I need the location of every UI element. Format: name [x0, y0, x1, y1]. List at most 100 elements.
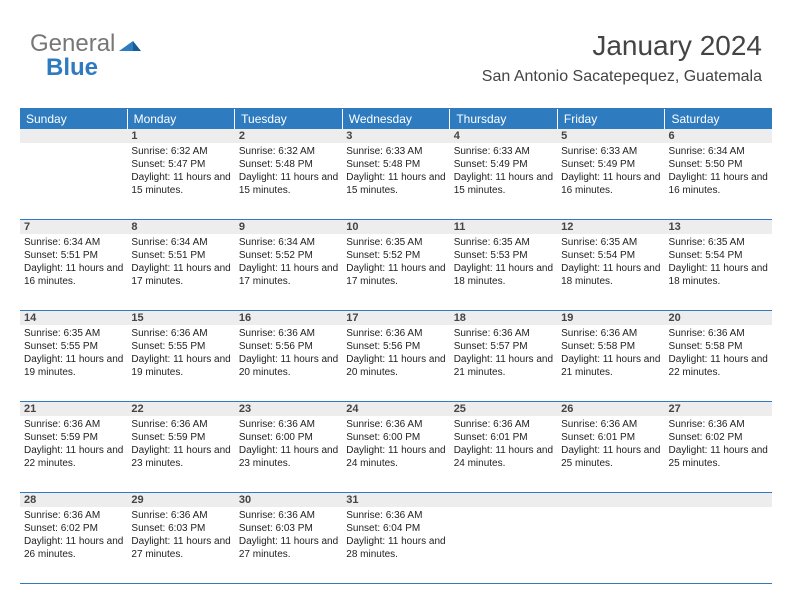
day-content: Sunrise: 6:36 AMSunset: 5:55 PMDaylight:…	[131, 327, 230, 379]
calendar-day: Sunrise: 6:36 AMSunset: 5:58 PMDaylight:…	[557, 325, 664, 401]
sunrise-line: Sunrise: 6:36 AM	[346, 509, 445, 522]
sunset-line: Sunset: 5:59 PM	[24, 431, 123, 444]
day-number: 31	[342, 493, 449, 507]
sunset-line: Sunset: 6:03 PM	[239, 522, 338, 535]
sunrise-line: Sunrise: 6:36 AM	[24, 509, 123, 522]
sunset-line: Sunset: 5:52 PM	[239, 249, 338, 262]
calendar-day: Sunrise: 6:35 AMSunset: 5:55 PMDaylight:…	[20, 325, 127, 401]
month-title: January 2024	[482, 30, 762, 62]
logo-text-blue: Blue	[46, 54, 98, 81]
sunset-line: Sunset: 5:48 PM	[346, 158, 445, 171]
sunset-line: Sunset: 5:53 PM	[454, 249, 553, 262]
sunset-line: Sunset: 5:55 PM	[131, 340, 230, 353]
sunrise-line: Sunrise: 6:36 AM	[346, 418, 445, 431]
day-content: Sunrise: 6:32 AMSunset: 5:47 PMDaylight:…	[131, 145, 230, 197]
day-content: Sunrise: 6:35 AMSunset: 5:54 PMDaylight:…	[561, 236, 660, 288]
sunset-line: Sunset: 5:49 PM	[454, 158, 553, 171]
day-number: 27	[665, 402, 772, 416]
day-content: Sunrise: 6:36 AMSunset: 6:00 PMDaylight:…	[239, 418, 338, 470]
daylight-line: Daylight: 11 hours and 17 minutes.	[239, 262, 338, 288]
daylight-line: Daylight: 11 hours and 22 minutes.	[24, 444, 123, 470]
daylight-line: Daylight: 11 hours and 27 minutes.	[131, 535, 230, 561]
weekday-header: Wednesday	[343, 109, 451, 129]
sunrise-line: Sunrise: 6:33 AM	[561, 145, 660, 158]
sunrise-line: Sunrise: 6:32 AM	[131, 145, 230, 158]
calendar: SundayMondayTuesdayWednesdayThursdayFrid…	[20, 108, 772, 584]
day-number: 19	[557, 311, 664, 325]
day-number: 4	[450, 129, 557, 143]
day-content: Sunrise: 6:36 AMSunset: 6:04 PMDaylight:…	[346, 509, 445, 561]
calendar-day: Sunrise: 6:32 AMSunset: 5:48 PMDaylight:…	[235, 143, 342, 219]
sunset-line: Sunset: 6:03 PM	[131, 522, 230, 535]
day-content: Sunrise: 6:36 AMSunset: 6:03 PMDaylight:…	[131, 509, 230, 561]
calendar-day: Sunrise: 6:36 AMSunset: 5:55 PMDaylight:…	[127, 325, 234, 401]
calendar-week: Sunrise: 6:36 AMSunset: 6:02 PMDaylight:…	[20, 507, 772, 584]
sunrise-line: Sunrise: 6:36 AM	[669, 327, 768, 340]
sunset-line: Sunset: 5:59 PM	[131, 431, 230, 444]
day-content: Sunrise: 6:36 AMSunset: 5:56 PMDaylight:…	[346, 327, 445, 379]
sunrise-line: Sunrise: 6:35 AM	[561, 236, 660, 249]
daylight-line: Daylight: 11 hours and 21 minutes.	[561, 353, 660, 379]
daylight-line: Daylight: 11 hours and 24 minutes.	[454, 444, 553, 470]
sunrise-line: Sunrise: 6:36 AM	[561, 327, 660, 340]
calendar-day: Sunrise: 6:36 AMSunset: 6:01 PMDaylight:…	[450, 416, 557, 492]
day-number	[450, 493, 557, 507]
daylight-line: Daylight: 11 hours and 17 minutes.	[131, 262, 230, 288]
calendar-weeks: 123456Sunrise: 6:32 AMSunset: 5:47 PMDay…	[20, 129, 772, 584]
sunrise-line: Sunrise: 6:36 AM	[346, 327, 445, 340]
day-content: Sunrise: 6:36 AMSunset: 5:59 PMDaylight:…	[24, 418, 123, 470]
sunrise-line: Sunrise: 6:36 AM	[239, 418, 338, 431]
calendar-day: Sunrise: 6:32 AMSunset: 5:47 PMDaylight:…	[127, 143, 234, 219]
weekday-header: Thursday	[450, 109, 558, 129]
day-content: Sunrise: 6:35 AMSunset: 5:55 PMDaylight:…	[24, 327, 123, 379]
sunset-line: Sunset: 5:58 PM	[561, 340, 660, 353]
weekday-header: Tuesday	[235, 109, 343, 129]
daynum-row: 21222324252627	[20, 402, 772, 416]
calendar-day: Sunrise: 6:34 AMSunset: 5:52 PMDaylight:…	[235, 234, 342, 310]
day-content: Sunrise: 6:36 AMSunset: 6:00 PMDaylight:…	[346, 418, 445, 470]
sunrise-line: Sunrise: 6:36 AM	[561, 418, 660, 431]
calendar-day: Sunrise: 6:36 AMSunset: 6:03 PMDaylight:…	[127, 507, 234, 583]
day-content: Sunrise: 6:33 AMSunset: 5:49 PMDaylight:…	[561, 145, 660, 197]
sunset-line: Sunset: 5:54 PM	[669, 249, 768, 262]
sunset-line: Sunset: 5:47 PM	[131, 158, 230, 171]
day-number: 14	[20, 311, 127, 325]
sunrise-line: Sunrise: 6:35 AM	[24, 327, 123, 340]
calendar-day	[557, 507, 664, 583]
day-number: 11	[450, 220, 557, 234]
sunrise-line: Sunrise: 6:35 AM	[669, 236, 768, 249]
daylight-line: Daylight: 11 hours and 16 minutes.	[669, 171, 768, 197]
day-number: 16	[235, 311, 342, 325]
day-number: 22	[127, 402, 234, 416]
day-content: Sunrise: 6:34 AMSunset: 5:51 PMDaylight:…	[24, 236, 123, 288]
calendar-day: Sunrise: 6:36 AMSunset: 6:03 PMDaylight:…	[235, 507, 342, 583]
sunrise-line: Sunrise: 6:36 AM	[669, 418, 768, 431]
daylight-line: Daylight: 11 hours and 20 minutes.	[346, 353, 445, 379]
sunrise-line: Sunrise: 6:34 AM	[24, 236, 123, 249]
sunset-line: Sunset: 6:04 PM	[346, 522, 445, 535]
sunrise-line: Sunrise: 6:36 AM	[131, 418, 230, 431]
calendar-day: Sunrise: 6:36 AMSunset: 5:59 PMDaylight:…	[20, 416, 127, 492]
day-number: 12	[557, 220, 664, 234]
daylight-line: Daylight: 11 hours and 25 minutes.	[669, 444, 768, 470]
calendar-day: Sunrise: 6:36 AMSunset: 6:02 PMDaylight:…	[20, 507, 127, 583]
sunset-line: Sunset: 5:52 PM	[346, 249, 445, 262]
daylight-line: Daylight: 11 hours and 28 minutes.	[346, 535, 445, 561]
sunset-line: Sunset: 5:48 PM	[239, 158, 338, 171]
day-content: Sunrise: 6:36 AMSunset: 6:02 PMDaylight:…	[24, 509, 123, 561]
day-number: 21	[20, 402, 127, 416]
day-number: 9	[235, 220, 342, 234]
sunset-line: Sunset: 6:01 PM	[454, 431, 553, 444]
day-number: 7	[20, 220, 127, 234]
day-number: 3	[342, 129, 449, 143]
logo-icon	[119, 30, 141, 58]
calendar-day: Sunrise: 6:36 AMSunset: 6:02 PMDaylight:…	[665, 416, 772, 492]
daylight-line: Daylight: 11 hours and 22 minutes.	[669, 353, 768, 379]
day-number: 28	[20, 493, 127, 507]
weekday-header: Friday	[558, 109, 666, 129]
daylight-line: Daylight: 11 hours and 25 minutes.	[561, 444, 660, 470]
sunset-line: Sunset: 6:00 PM	[239, 431, 338, 444]
sunrise-line: Sunrise: 6:36 AM	[24, 418, 123, 431]
daylight-line: Daylight: 11 hours and 23 minutes.	[131, 444, 230, 470]
sunset-line: Sunset: 5:51 PM	[131, 249, 230, 262]
